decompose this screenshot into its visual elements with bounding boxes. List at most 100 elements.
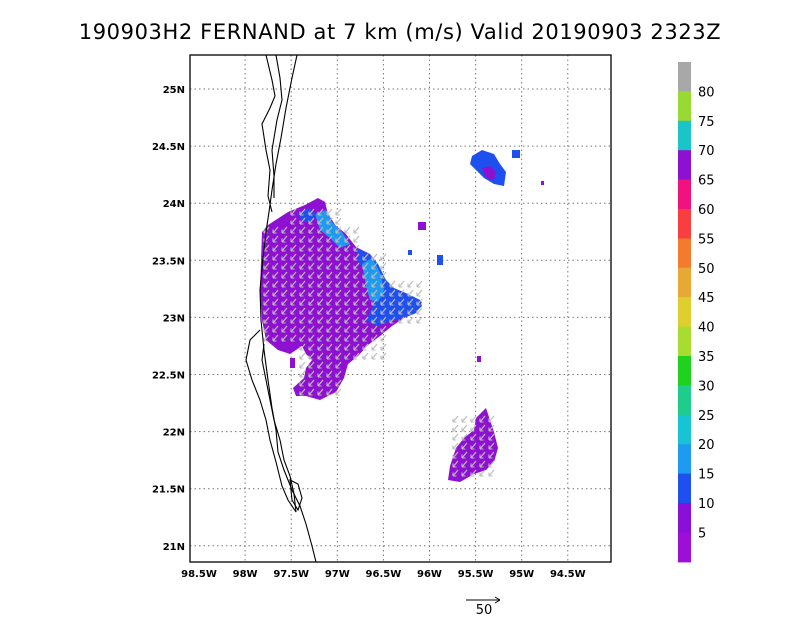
wind-vector [353,316,360,324]
wind-vector [362,334,369,342]
wind-vector [299,334,306,342]
wind-vector [479,442,486,450]
wind-vector [317,307,324,315]
wind-vector [272,226,279,234]
wind-vector [317,379,324,387]
colorbar-swatch [678,62,691,92]
wind-vector [326,307,333,315]
longitude-label: 95W [509,569,534,580]
reference-vector-label: 50 [476,603,493,618]
colorbar-label: 55 [698,232,715,247]
wind-vector [389,298,396,306]
wind-vector [488,415,495,423]
longitude-label: 97W [325,569,350,580]
wind-vector [326,343,333,351]
reference-vector-arrowhead [494,596,501,604]
wind-vector [362,253,369,261]
latitude-label: 25N [163,85,185,96]
wind-vector [281,280,288,288]
wind-vector [407,298,414,306]
wind-vector [389,316,396,324]
wind-vector [299,262,306,270]
wind-vector [281,316,288,324]
wind-vector [299,217,306,225]
wind-vector [308,379,315,387]
wind-vector [308,388,315,396]
wind-vector [308,352,315,360]
wind-vector [353,226,360,234]
wind-vector [308,307,315,315]
wind-vector [416,316,423,324]
colorbar-label: 50 [698,262,715,277]
wind-vector [308,280,315,288]
wind-vector [416,280,423,288]
wind-vector [380,253,387,261]
wind-vector [308,208,315,216]
longitude-label: 97.5W [273,569,309,580]
wind-vector [335,262,342,270]
wind-vector [380,334,387,342]
wind-vector [281,334,288,342]
wind-vector [272,271,279,279]
coastlines [245,55,317,562]
latitude-label: 23N [163,313,185,324]
wind-speck [541,181,544,185]
colorbar-swatch [678,120,691,151]
wind-vector [353,334,360,342]
wind-vector [362,343,369,351]
wind-vector [263,316,270,324]
wind-vector [272,316,279,324]
wind-vector [290,307,297,315]
wind-vector [362,280,369,288]
wind-vector [326,334,333,342]
wind-region-fringe-north [315,210,350,248]
wind-vector [326,298,333,306]
wind-vector [362,298,369,306]
wind-vector [299,289,306,297]
wind-vector [335,352,342,360]
wind-vector [335,298,342,306]
wind-vector [353,280,360,288]
colorbar-label: 75 [698,115,715,130]
wind-vector [317,334,324,342]
colorbar-label: 80 [698,85,715,100]
wind-vector [362,316,369,324]
wind-vector [344,262,351,270]
wind-vector [299,280,306,288]
colorbar-swatch [678,297,691,328]
wind-vector [299,208,306,216]
wind-vector [326,253,333,261]
colorbar-swatch [678,473,691,504]
wind-vector [353,271,360,279]
wind-vector [479,460,486,468]
colorbar-label: 35 [698,350,715,365]
longitude-label: 95.5W [458,569,494,580]
wind-vector [308,334,315,342]
wind-vector [281,235,288,243]
wind-vector [290,298,297,306]
wind-vector [317,370,324,378]
wind-vector [380,325,387,333]
wind-vector [308,253,315,261]
wind-vector [461,433,468,441]
wind-vector [272,289,279,297]
wind-vector [479,469,486,477]
wind-vector [380,262,387,270]
colorbar-label: 70 [698,144,715,159]
wind-vector [299,244,306,252]
wind-vector [335,325,342,333]
wind-vector [380,343,387,351]
wind-vector [326,226,333,234]
wind-vector [272,244,279,252]
wind-vector [317,217,324,225]
colorbar: 80 75 70 65 60 55 50 45 40 35 30 25 20 15 10 5 [678,62,715,563]
wind-vector [488,433,495,441]
wind-vector [272,253,279,261]
wind-vector [308,298,315,306]
longitude-label: 98.5W [181,569,217,580]
wind-vector [335,307,342,315]
wind-vector [326,370,333,378]
latitude-label: 24.5N [152,142,185,153]
wind-vector [353,235,360,243]
